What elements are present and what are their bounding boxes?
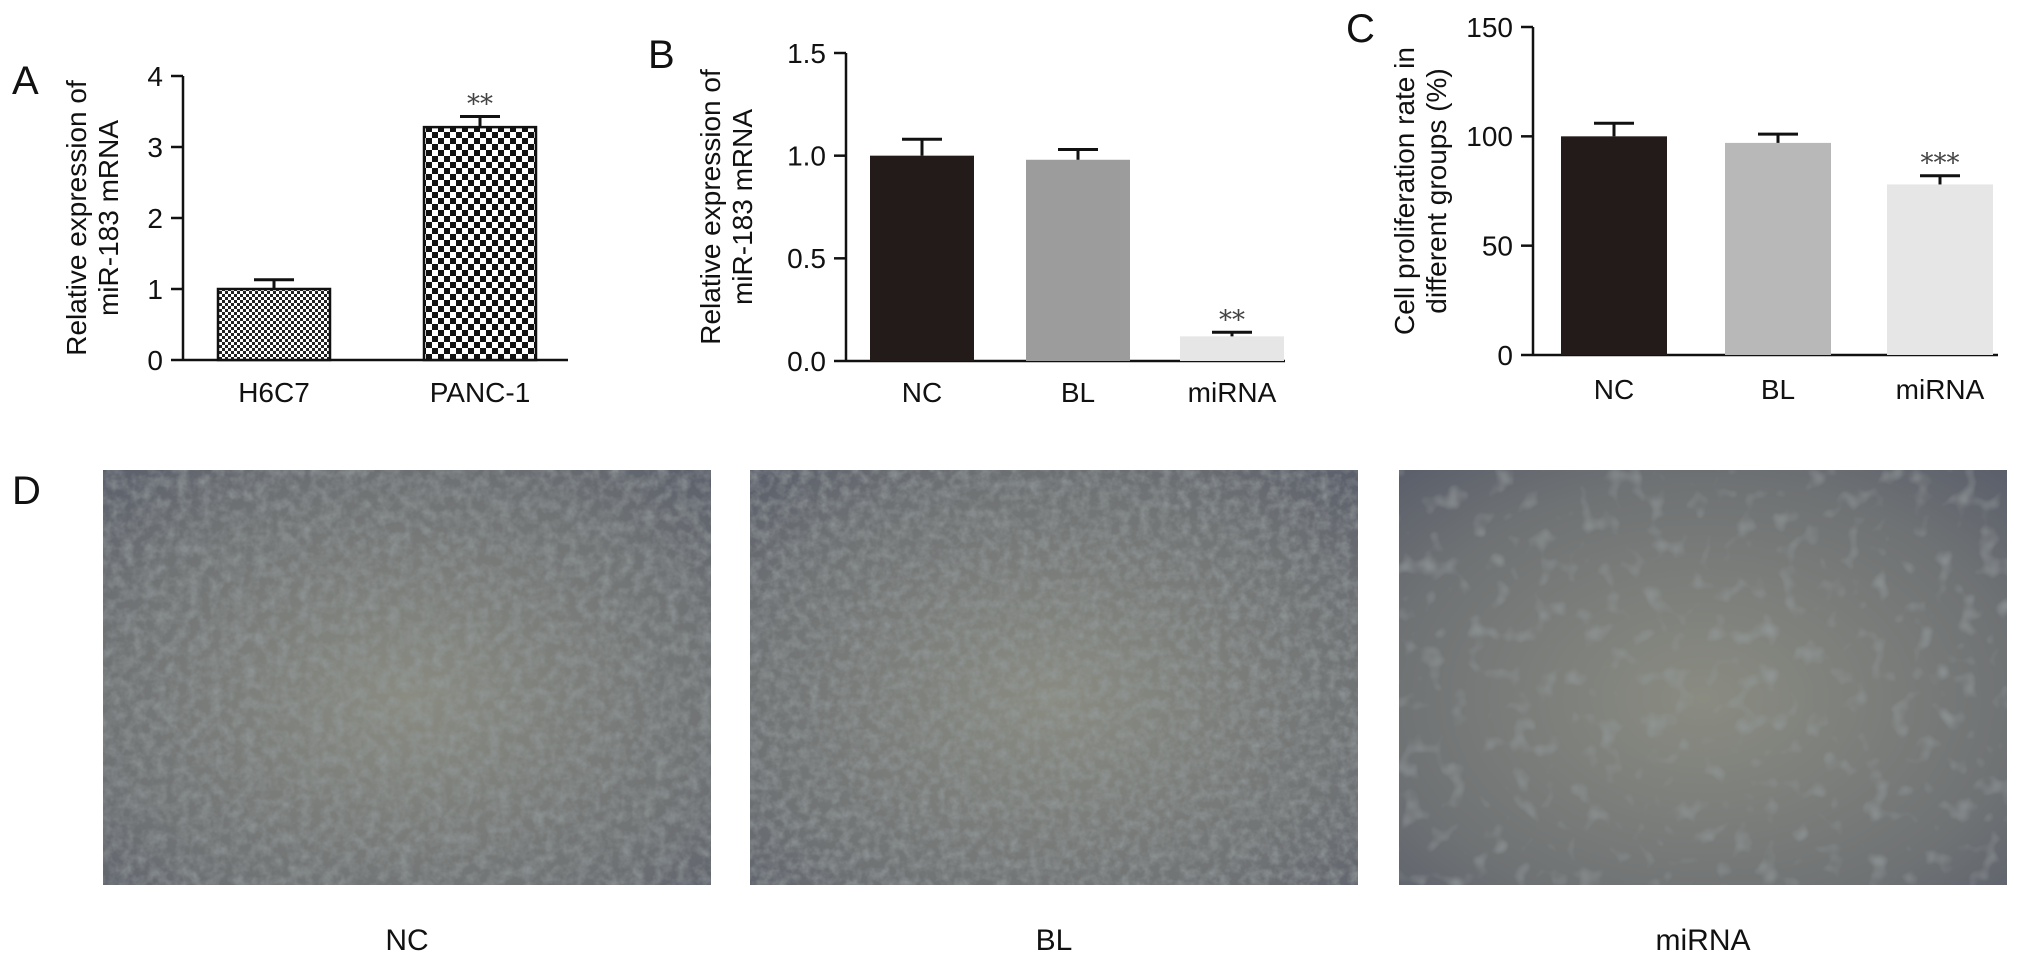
- panel-c-chart: C Cell proliferation rate in different gr…: [1346, 7, 1998, 405]
- y-tick-label: 100: [1466, 121, 1513, 152]
- y-axis-label-line: miR-183 mRNA: [727, 109, 758, 305]
- y-axis-label-line: Relative expression of: [695, 69, 726, 345]
- y-tick-label: 1: [147, 274, 163, 305]
- significance-label: ***: [1921, 149, 1960, 179]
- x-category-label: BL: [1061, 377, 1095, 408]
- panel-label-d: D: [12, 469, 41, 513]
- panel-label-a: A: [12, 59, 39, 103]
- y-tick-label: 0.0: [787, 346, 826, 377]
- bar-bl: [1026, 159, 1130, 361]
- micrograph-bl: [750, 470, 1358, 885]
- caption-bl: BL: [1036, 924, 1073, 957]
- micrograph-mirna: [1399, 470, 2007, 885]
- y-tick-label: 0.5: [787, 243, 826, 274]
- y-tick-label: 4: [147, 61, 163, 92]
- y-tick-label: 1.0: [787, 140, 826, 171]
- y-axis-label-line: Cell proliferation rate in: [1389, 47, 1420, 335]
- x-category-label: NC: [902, 377, 942, 408]
- panel-a-chart: A Relative expression of miR-183 mRNA 0 1 2…: [12, 59, 568, 408]
- y-axis-label-line: Relative expression of: [61, 80, 92, 356]
- bar-nc: [870, 155, 974, 361]
- y-tick-label: 150: [1466, 12, 1513, 43]
- y-axis-label-line: miR-183 mRNA: [93, 120, 124, 316]
- caption-mirna: miRNA: [1656, 924, 1751, 957]
- x-category-label: miRNA: [1896, 374, 1985, 405]
- panel-label-b: B: [648, 33, 675, 77]
- bar-nc: [1561, 136, 1667, 355]
- y-tick-label: 2: [147, 203, 163, 234]
- x-category-label: BL: [1761, 374, 1795, 405]
- panel-b-chart: B Relative expression of miR-183 mRNA 0.0…: [648, 33, 1285, 408]
- significance-label: **: [1219, 305, 1245, 335]
- x-category-label: H6C7: [238, 377, 310, 408]
- y-axis-label-line: different groups (%): [1421, 68, 1452, 313]
- x-category-label: PANC-1: [430, 377, 531, 408]
- bar-mirna: [1887, 184, 1993, 355]
- micrograph-nc: [103, 470, 711, 885]
- y-tick-label: 0: [1497, 340, 1513, 371]
- x-category-label: NC: [1594, 374, 1634, 405]
- bar-h6c7: [216, 287, 332, 362]
- panel-d-micrographs: D NC BL miRNA: [12, 469, 2007, 957]
- y-tick-label: 3: [147, 132, 163, 163]
- y-tick-label: 0: [147, 345, 163, 376]
- bar-panc-1: [422, 125, 538, 362]
- significance-label: **: [467, 89, 493, 119]
- y-axis-label: Cell proliferation rate in different grou…: [1389, 47, 1452, 335]
- caption-nc: NC: [385, 924, 428, 957]
- bar-mirna: [1180, 336, 1284, 361]
- y-tick-label: 50: [1482, 230, 1513, 261]
- x-category-label: miRNA: [1188, 377, 1277, 408]
- y-tick-label: 1.5: [787, 38, 826, 69]
- y-axis-label: Relative expression of miR-183 mRNA: [61, 80, 124, 356]
- y-axis-label: Relative expression of miR-183 mRNA: [695, 69, 758, 345]
- panel-label-c: C: [1346, 7, 1375, 51]
- bar-bl: [1725, 142, 1831, 355]
